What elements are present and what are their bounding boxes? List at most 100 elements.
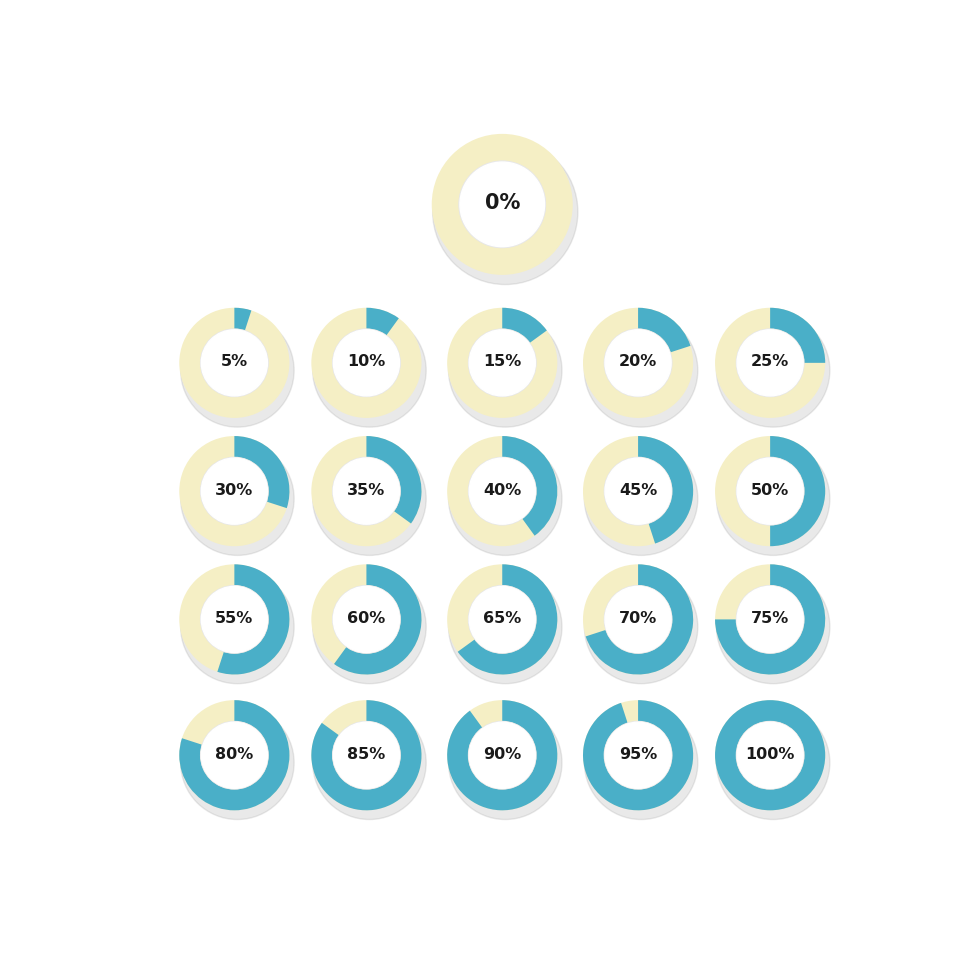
Wedge shape bbox=[179, 564, 289, 674]
Circle shape bbox=[469, 458, 535, 524]
Wedge shape bbox=[583, 308, 693, 417]
Wedge shape bbox=[715, 564, 825, 674]
Wedge shape bbox=[638, 308, 691, 352]
Circle shape bbox=[605, 458, 672, 525]
Text: 10%: 10% bbox=[347, 354, 385, 369]
Circle shape bbox=[605, 722, 671, 788]
Text: 75%: 75% bbox=[751, 611, 789, 626]
Wedge shape bbox=[218, 564, 289, 674]
Circle shape bbox=[201, 721, 269, 789]
Circle shape bbox=[737, 458, 804, 524]
Circle shape bbox=[584, 706, 698, 819]
Circle shape bbox=[180, 314, 294, 427]
Circle shape bbox=[605, 330, 671, 396]
Circle shape bbox=[332, 721, 400, 789]
Circle shape bbox=[449, 314, 562, 427]
Circle shape bbox=[332, 586, 400, 653]
Text: 60%: 60% bbox=[347, 611, 385, 626]
Circle shape bbox=[605, 458, 671, 524]
Circle shape bbox=[449, 706, 562, 819]
Wedge shape bbox=[447, 700, 558, 810]
Wedge shape bbox=[583, 564, 693, 674]
Circle shape bbox=[332, 329, 400, 397]
Text: 65%: 65% bbox=[483, 611, 521, 626]
Circle shape bbox=[332, 458, 400, 525]
Circle shape bbox=[180, 570, 294, 684]
Circle shape bbox=[201, 330, 268, 396]
Circle shape bbox=[313, 706, 426, 819]
Wedge shape bbox=[312, 436, 421, 546]
Circle shape bbox=[468, 329, 536, 397]
Text: 85%: 85% bbox=[347, 747, 385, 761]
Circle shape bbox=[605, 586, 671, 653]
Circle shape bbox=[737, 722, 804, 788]
Text: 0%: 0% bbox=[484, 193, 520, 213]
Circle shape bbox=[313, 570, 426, 684]
Text: 20%: 20% bbox=[619, 354, 658, 369]
Circle shape bbox=[584, 442, 698, 556]
Circle shape bbox=[737, 586, 804, 653]
Text: 95%: 95% bbox=[619, 747, 658, 761]
Wedge shape bbox=[447, 308, 558, 417]
Wedge shape bbox=[638, 436, 693, 544]
Text: 55%: 55% bbox=[216, 611, 254, 626]
Wedge shape bbox=[447, 700, 558, 810]
Circle shape bbox=[201, 586, 268, 653]
Circle shape bbox=[313, 314, 426, 427]
Circle shape bbox=[737, 330, 804, 396]
Wedge shape bbox=[583, 436, 693, 546]
Wedge shape bbox=[502, 436, 558, 536]
Circle shape bbox=[180, 442, 294, 556]
Circle shape bbox=[716, 570, 830, 684]
Circle shape bbox=[201, 329, 269, 397]
Circle shape bbox=[468, 586, 536, 653]
Circle shape bbox=[333, 586, 400, 653]
Text: 30%: 30% bbox=[216, 482, 254, 498]
Circle shape bbox=[333, 722, 400, 788]
Circle shape bbox=[333, 330, 400, 396]
Circle shape bbox=[449, 442, 562, 556]
Wedge shape bbox=[334, 564, 421, 674]
Text: 5%: 5% bbox=[220, 354, 248, 369]
Circle shape bbox=[736, 458, 804, 525]
Text: 25%: 25% bbox=[751, 354, 789, 369]
Circle shape bbox=[201, 722, 268, 788]
Wedge shape bbox=[312, 564, 421, 674]
Wedge shape bbox=[715, 700, 825, 810]
Circle shape bbox=[201, 458, 268, 524]
Text: 45%: 45% bbox=[619, 482, 658, 498]
Circle shape bbox=[716, 314, 830, 427]
Circle shape bbox=[468, 721, 536, 789]
Wedge shape bbox=[458, 564, 558, 674]
Wedge shape bbox=[367, 308, 399, 335]
Wedge shape bbox=[447, 564, 558, 674]
Circle shape bbox=[716, 442, 830, 556]
Text: 70%: 70% bbox=[619, 611, 658, 626]
Circle shape bbox=[432, 139, 578, 284]
Wedge shape bbox=[432, 134, 572, 274]
Wedge shape bbox=[502, 308, 547, 343]
Text: 80%: 80% bbox=[216, 747, 254, 761]
Circle shape bbox=[736, 329, 804, 397]
Circle shape bbox=[201, 458, 269, 525]
Wedge shape bbox=[770, 308, 825, 363]
Text: 35%: 35% bbox=[347, 482, 385, 498]
Circle shape bbox=[468, 458, 536, 525]
Circle shape bbox=[584, 570, 698, 684]
Text: 40%: 40% bbox=[483, 482, 521, 498]
Circle shape bbox=[716, 706, 830, 819]
Wedge shape bbox=[179, 308, 289, 417]
Text: 50%: 50% bbox=[751, 482, 789, 498]
Circle shape bbox=[736, 586, 804, 653]
Wedge shape bbox=[179, 700, 289, 810]
Circle shape bbox=[584, 314, 698, 427]
Circle shape bbox=[469, 722, 535, 788]
Text: 90%: 90% bbox=[483, 747, 521, 761]
Wedge shape bbox=[367, 436, 421, 523]
Wedge shape bbox=[715, 564, 825, 674]
Wedge shape bbox=[234, 436, 289, 509]
Text: 15%: 15% bbox=[483, 354, 521, 369]
Circle shape bbox=[449, 570, 562, 684]
Wedge shape bbox=[586, 564, 693, 674]
Circle shape bbox=[605, 329, 672, 397]
